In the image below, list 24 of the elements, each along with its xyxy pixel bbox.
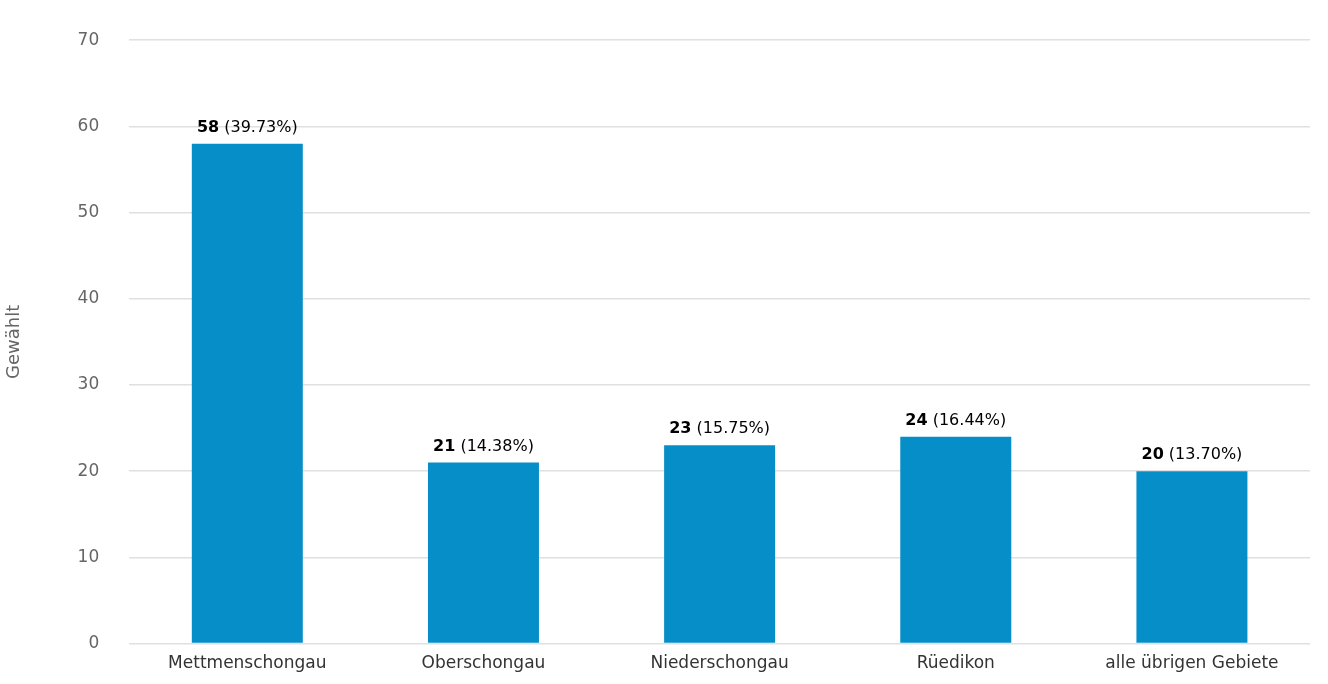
y-tick-label: 0 [88, 632, 100, 653]
bar [1136, 471, 1248, 643]
y-tick-label: 60 [77, 114, 100, 135]
y-tick-label: 20 [77, 459, 100, 480]
data-label: 21 (14.38%) [433, 435, 534, 455]
data-label: 24 (16.44%) [905, 409, 1007, 429]
y-tick-label: 50 [77, 201, 100, 222]
bar [427, 462, 539, 643]
data-label: 23 (15.75%) [669, 418, 771, 438]
x-tick-label: Mettmenschongau [168, 652, 327, 673]
bar [191, 143, 303, 643]
y-tick-label: 70 [77, 28, 100, 49]
x-tick-label: Oberschongau [421, 652, 546, 673]
y-tick-label: 40 [77, 287, 100, 308]
x-tick-label: Rüedikon [916, 652, 995, 673]
y-axis-title: Gewählt [2, 304, 24, 380]
y-tick-label: 30 [77, 373, 100, 394]
data-label: 58 (39.73%) [196, 116, 298, 136]
x-tick-label: Niederschongau [650, 652, 789, 673]
y-tick-label: 10 [77, 545, 100, 566]
data-label: 20 (13.70%) [1141, 444, 1243, 464]
x-tick-label: alle übrigen Gebiete [1105, 652, 1279, 673]
bar [664, 445, 776, 643]
bar [900, 436, 1012, 643]
